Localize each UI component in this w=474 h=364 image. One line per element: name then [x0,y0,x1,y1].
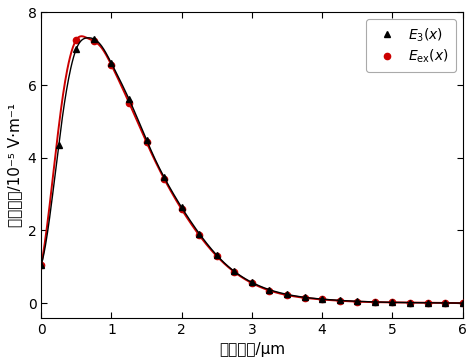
$E_3(x)$ [161,175,167,179]
$E_3(x)$ [302,295,308,300]
$E_3(x)$ [267,288,273,292]
$E_{\mathrm{ex}}(x)$ [267,288,273,293]
$E_3(x)$ [214,253,219,257]
$E_{\mathrm{ex}}(x)$ [38,263,44,267]
$E_{\mathrm{ex}}(x)$ [144,140,149,145]
$E_{\mathrm{ex}}(x)$ [126,100,132,105]
$E_{\mathrm{ex}}(x)$ [425,301,430,305]
$E_3(x)$ [407,300,413,305]
$E_{\mathrm{ex}}(x)$ [214,254,219,258]
$E_3(x)$ [284,292,290,297]
$E_3(x)$ [144,138,149,142]
$E_{\mathrm{ex}}(x)$ [161,177,167,181]
$E_3(x)$ [196,232,202,236]
$E_3(x)$ [442,301,448,305]
$E_{\mathrm{ex}}(x)$ [442,301,448,305]
Line: $E_3(x)$: $E_3(x)$ [38,36,466,306]
$E_{\mathrm{ex}}(x)$ [284,293,290,297]
X-axis label: 有效深度/μm: 有效深度/μm [219,342,285,357]
$E_3(x)$ [355,299,360,304]
$E_3(x)$ [319,297,325,301]
$E_3(x)$ [73,47,79,51]
$E_3(x)$ [460,301,465,305]
$E_{\mathrm{ex}}(x)$ [249,281,255,285]
$E_3(x)$ [56,142,62,147]
$E_{\mathrm{ex}}(x)$ [460,301,465,305]
$E_3(x)$ [91,37,97,41]
$E_{\mathrm{ex}}(x)$ [372,300,378,304]
$E_{\mathrm{ex}}(x)$ [319,297,325,302]
$E_3(x)$ [425,301,430,305]
$E_{\mathrm{ex}}(x)$ [302,296,308,300]
$E_3(x)$ [38,263,44,267]
$E_3(x)$ [337,298,343,302]
$E_{\mathrm{ex}}(x)$ [231,270,237,274]
$E_{\mathrm{ex}}(x)$ [109,63,114,67]
$E_{\mathrm{ex}}(x)$ [91,39,97,43]
$E_3(x)$ [372,300,378,304]
$E_{\mathrm{ex}}(x)$ [196,233,202,237]
$E_3(x)$ [231,269,237,274]
Y-axis label: 电场强度/10⁻⁵ V·m⁻¹: 电场强度/10⁻⁵ V·m⁻¹ [7,103,22,227]
Legend: $E_3(x)$, $E_{\mathrm{ex}}(x)$: $E_3(x)$, $E_{\mathrm{ex}}(x)$ [366,19,456,72]
$E_3(x)$ [390,300,395,305]
$E_3(x)$ [179,205,184,210]
$E_{\mathrm{ex}}(x)$ [179,207,184,211]
$E_{\mathrm{ex}}(x)$ [73,37,79,42]
$E_3(x)$ [249,280,255,285]
$E_{\mathrm{ex}}(x)$ [407,300,413,305]
$E_{\mathrm{ex}}(x)$ [355,300,360,304]
$E_{\mathrm{ex}}(x)$ [337,298,343,303]
Line: $E_{\mathrm{ex}}(x)$: $E_{\mathrm{ex}}(x)$ [38,36,466,306]
$E_3(x)$ [126,97,132,101]
$E_{\mathrm{ex}}(x)$ [390,300,395,305]
$E_3(x)$ [109,61,114,66]
